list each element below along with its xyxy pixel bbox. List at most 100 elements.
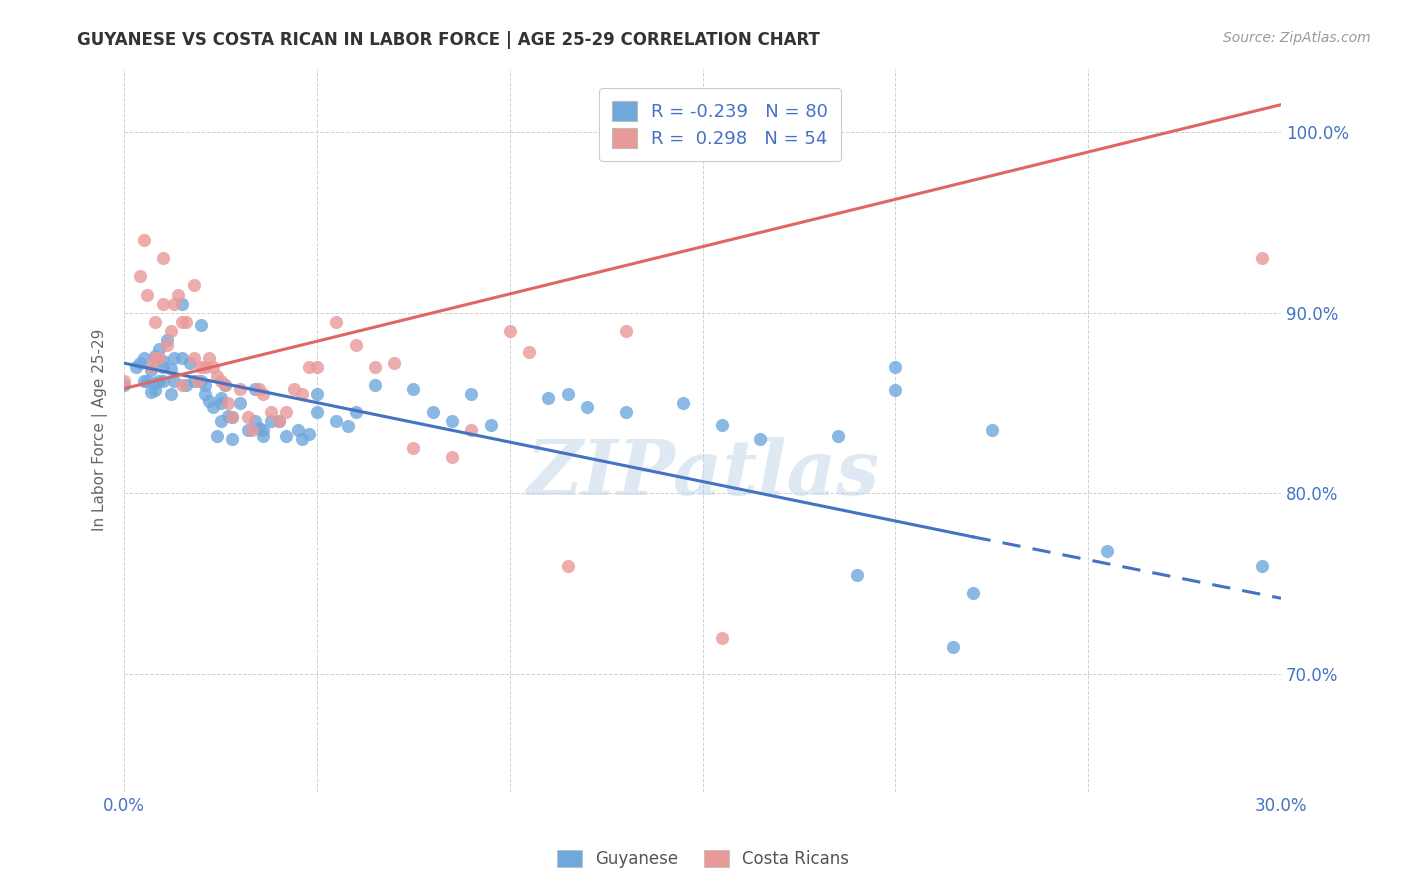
Point: [190, 374, 212, 388]
Legend: Guyanese, Costa Ricans: Guyanese, Costa Ricans: [550, 843, 856, 875]
Point: [201, 359, 224, 374]
Point: [156, 333, 179, 347]
Point: [159, 324, 181, 338]
Point: [179, 356, 201, 370]
Point: [749, 432, 772, 446]
Point: [221, 410, 243, 425]
Point: [283, 382, 305, 396]
Point: [132, 351, 155, 365]
Point: [276, 405, 298, 419]
Point: [575, 400, 598, 414]
Point: [183, 351, 205, 365]
Point: [245, 382, 267, 396]
Point: [152, 252, 174, 266]
Point: [172, 315, 194, 329]
Point: [190, 359, 212, 374]
Point: [209, 414, 232, 428]
Point: [143, 349, 166, 363]
Point: [884, 384, 907, 398]
Point: [252, 387, 274, 401]
Point: [217, 396, 239, 410]
Point: [557, 387, 579, 401]
Point: [402, 382, 425, 396]
Point: [141, 385, 163, 400]
Point: [479, 417, 502, 432]
Point: [128, 356, 150, 370]
Point: [198, 351, 221, 365]
Point: [217, 409, 239, 423]
Point: [214, 378, 236, 392]
Point: [440, 450, 463, 465]
Point: [942, 640, 965, 654]
Point: [128, 269, 150, 284]
Point: [112, 374, 135, 388]
Point: [136, 374, 159, 388]
Point: [460, 423, 482, 437]
Point: [267, 414, 290, 428]
Point: [167, 287, 190, 301]
Point: [517, 345, 540, 359]
Point: [194, 359, 217, 374]
Point: [174, 315, 197, 329]
Point: [152, 296, 174, 310]
Legend: R = -0.239   N = 80, R =  0.298   N = 54: R = -0.239 N = 80, R = 0.298 N = 54: [599, 88, 841, 161]
Point: [247, 382, 270, 396]
Point: [460, 387, 482, 401]
Point: [276, 428, 298, 442]
Point: [325, 315, 347, 329]
Point: [1250, 558, 1272, 573]
Text: GUYANESE VS COSTA RICAN IN LABOR FORCE | AGE 25-29 CORRELATION CHART: GUYANESE VS COSTA RICAN IN LABOR FORCE |…: [77, 31, 820, 49]
Point: [252, 428, 274, 442]
Point: [221, 432, 243, 446]
Point: [236, 423, 259, 437]
Point: [143, 351, 166, 365]
Point: [201, 400, 224, 414]
Point: [163, 296, 186, 310]
Point: [884, 359, 907, 374]
Point: [209, 396, 232, 410]
Point: [962, 586, 984, 600]
Point: [291, 387, 314, 401]
Point: [260, 405, 283, 419]
Point: [1250, 252, 1272, 266]
Point: [307, 405, 329, 419]
Point: [221, 410, 243, 425]
Point: [247, 421, 270, 435]
Point: [132, 233, 155, 247]
Point: [172, 378, 194, 392]
Point: [252, 423, 274, 437]
Point: [287, 423, 309, 437]
Point: [159, 361, 181, 376]
Point: [827, 428, 849, 442]
Point: [557, 558, 579, 573]
Point: [143, 376, 166, 390]
Point: [260, 414, 283, 428]
Point: [344, 405, 367, 419]
Point: [214, 378, 236, 392]
Point: [537, 391, 560, 405]
Point: [298, 359, 321, 374]
Point: [236, 410, 259, 425]
Point: [267, 414, 290, 428]
Point: [614, 324, 637, 338]
Point: [152, 359, 174, 374]
Point: [440, 414, 463, 428]
Point: [190, 318, 212, 333]
Point: [229, 396, 252, 410]
Point: [672, 396, 695, 410]
Point: [174, 378, 197, 392]
Point: [710, 417, 733, 432]
Point: [112, 378, 135, 392]
Point: [291, 432, 314, 446]
Point: [307, 359, 329, 374]
Point: [152, 374, 174, 388]
Point: [132, 374, 155, 388]
Point: [148, 351, 170, 365]
Point: [402, 441, 425, 455]
Point: [141, 359, 163, 374]
Point: [187, 374, 209, 388]
Point: [152, 354, 174, 368]
Point: [159, 387, 181, 401]
Point: [298, 426, 321, 441]
Point: [980, 423, 1002, 437]
